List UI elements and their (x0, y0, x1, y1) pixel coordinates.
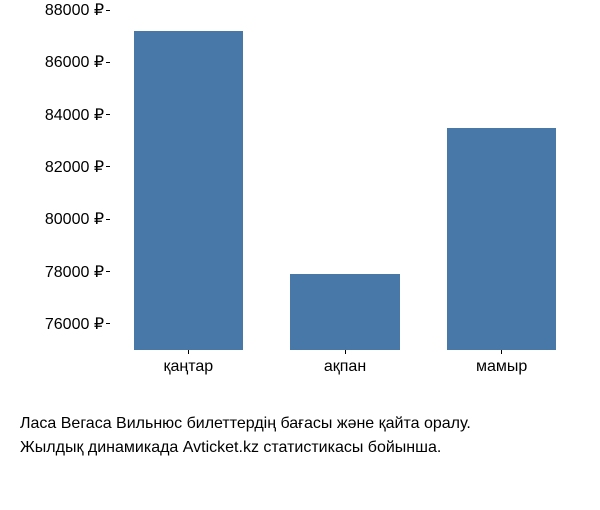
y-tick-label: 78000 ₽ (45, 262, 104, 282)
y-tick-label: 84000 ₽ (45, 105, 104, 125)
y-tick-label: 80000 ₽ (45, 209, 104, 229)
x-tick-mark (345, 350, 346, 354)
x-tick-label: қаңтар (163, 358, 213, 376)
bar (134, 31, 244, 350)
caption-line-1: Ласа Вегаса Вильнюс билеттердің бағасы ж… (20, 412, 580, 436)
x-tick-mark (188, 350, 189, 354)
y-tick-label: 88000 ₽ (45, 0, 104, 20)
y-tick-label: 82000 ₽ (45, 157, 104, 177)
chart-container: 76000 ₽ 78000 ₽ 80000 ₽ 82000 ₽ 84000 ₽ 86000… (20, 10, 580, 400)
y-tick-mark (106, 114, 110, 115)
bar (290, 274, 400, 350)
x-tick-label: мамыр (476, 358, 527, 376)
plot-area (110, 10, 580, 350)
y-tick-mark (106, 219, 110, 220)
y-tick-label: 86000 ₽ (45, 52, 104, 72)
caption-line-2: Жылдық динамикада Avticket.kz статистика… (20, 436, 580, 460)
y-axis: 76000 ₽ 78000 ₽ 80000 ₽ 82000 ₽ 84000 ₽ 86000… (20, 10, 110, 350)
y-tick-label: 76000 ₽ (45, 314, 104, 334)
y-tick-mark (106, 271, 110, 272)
bar (447, 128, 557, 350)
y-tick-mark (106, 10, 110, 11)
x-tick-label: ақпан (324, 358, 366, 376)
y-tick-mark (106, 166, 110, 167)
chart-caption: Ласа Вегаса Вильнюс билеттердің бағасы ж… (20, 412, 580, 460)
y-tick-mark (106, 323, 110, 324)
x-tick-mark (501, 350, 502, 354)
y-tick-mark (106, 62, 110, 63)
